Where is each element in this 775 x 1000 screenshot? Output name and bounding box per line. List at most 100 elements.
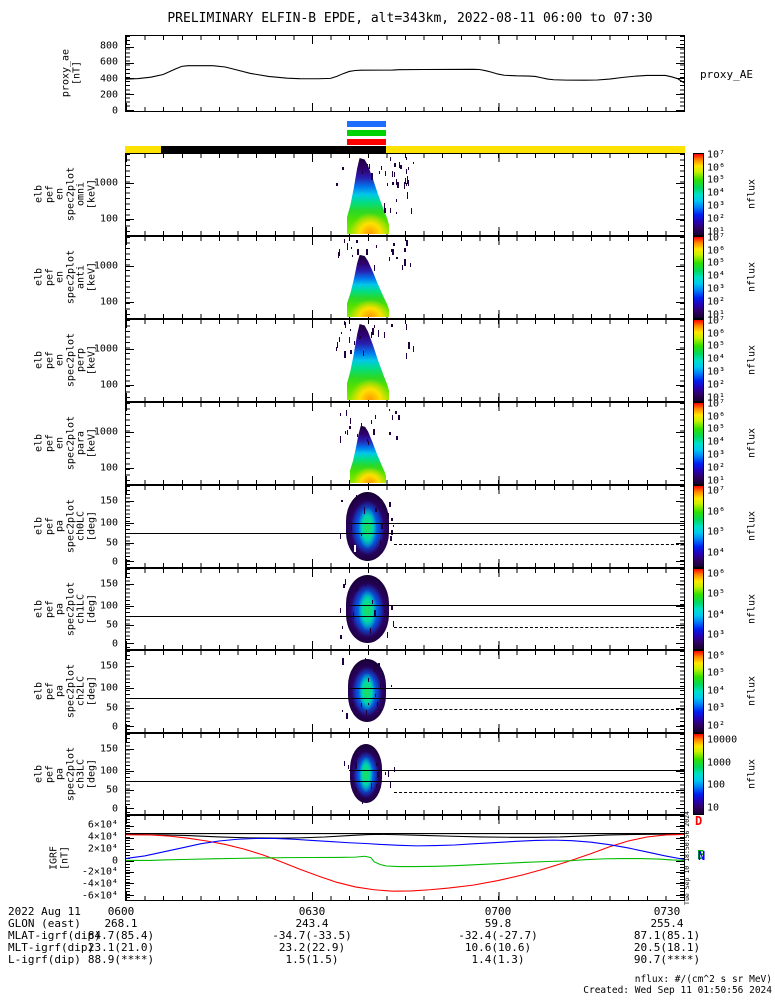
spec-panel-perp bbox=[125, 319, 685, 402]
major-tick bbox=[676, 78, 684, 80]
major-tick bbox=[126, 749, 134, 751]
x-major-ticks-bottom bbox=[126, 559, 684, 567]
colorbar-perp bbox=[693, 319, 704, 402]
y-minor-ticks-left bbox=[126, 320, 130, 401]
y-minor-ticks-left bbox=[126, 651, 130, 732]
tick-label: 10³ bbox=[707, 283, 726, 295]
tick-label: 10⁵ bbox=[707, 588, 726, 600]
loss-cone-line-upper bbox=[349, 522, 684, 524]
major-tick bbox=[676, 62, 684, 64]
tick-label: -4×10⁴ bbox=[81, 878, 118, 890]
row-label: GLON (east) bbox=[8, 917, 81, 930]
marker-bar-green bbox=[347, 130, 386, 136]
major-tick bbox=[126, 218, 134, 220]
major-tick bbox=[126, 542, 134, 544]
major-tick bbox=[126, 384, 134, 386]
tick-label: 10² bbox=[707, 213, 726, 225]
major-tick bbox=[676, 94, 684, 96]
creation-timestamp-vertical: Tue Sep 10 18:50:56 2024 bbox=[683, 811, 691, 905]
tick-label: 10⁴ bbox=[707, 270, 726, 282]
x-minor-ticks-bottom bbox=[126, 314, 684, 318]
spec-omni-ytick-labels: 1000 100 bbox=[0, 153, 121, 236]
x-major-ticks-bottom bbox=[126, 806, 684, 814]
major-tick bbox=[126, 625, 134, 626]
marker-bar-blue bbox=[347, 121, 386, 127]
colorbar-perp-labels: 10⁷ 10⁶ 10⁵ 10⁴ 10³ 10² 10¹ bbox=[707, 315, 749, 403]
tick-label: 50 bbox=[105, 619, 118, 631]
y-minor-ticks-left bbox=[126, 569, 130, 649]
y-minor-ticks-left bbox=[126, 154, 130, 235]
colorbar-anti-title: nflux bbox=[746, 261, 758, 293]
x-minor-ticks-bottom bbox=[126, 231, 684, 235]
tick-label: 10⁴ bbox=[707, 609, 726, 621]
tick-label: 0 bbox=[111, 855, 118, 867]
spec-panel-anti bbox=[125, 236, 685, 319]
colorbar-ch3LC bbox=[693, 733, 704, 815]
tick-label: -2×10⁴ bbox=[81, 866, 118, 878]
major-tick bbox=[126, 860, 134, 862]
x-major-ticks-top bbox=[126, 734, 684, 742]
y-minor-ticks-left bbox=[126, 403, 130, 484]
major-tick bbox=[676, 218, 684, 220]
tick-label: 50 bbox=[105, 537, 118, 549]
tick-label: 10⁶ bbox=[707, 650, 726, 662]
loss-cone-line-full bbox=[126, 615, 684, 617]
spec-ch3LC-ytick-labels: 150 100 50 0 bbox=[0, 733, 121, 815]
cell: 0600 bbox=[107, 905, 135, 918]
anti-loss-cone-dashed-line bbox=[393, 626, 684, 628]
x-major-ticks-bottom bbox=[126, 227, 684, 235]
tick-label: 10³ bbox=[707, 449, 726, 461]
major-tick bbox=[676, 808, 684, 810]
spec-para-ytick-labels: 1000 100 bbox=[0, 402, 121, 485]
tick-label: 100 bbox=[99, 379, 118, 391]
noise-speckles bbox=[338, 239, 414, 271]
major-tick bbox=[676, 501, 684, 503]
tick-label: 200 bbox=[99, 89, 118, 101]
major-tick bbox=[676, 349, 684, 351]
spec-para-ylabel: elb pef en spec2plot para [keV] bbox=[33, 415, 98, 471]
colorbar-ch2LC bbox=[693, 650, 704, 733]
tick-label: 0 bbox=[111, 556, 118, 568]
tick-label: 10⁵ bbox=[707, 423, 726, 435]
tick-label: 0 bbox=[111, 105, 118, 117]
cell: 23.1(21.0) bbox=[87, 941, 155, 954]
major-tick bbox=[126, 94, 134, 96]
major-tick bbox=[676, 467, 684, 469]
tick-label: 10⁷ bbox=[707, 398, 726, 410]
x-minor-ticks-top bbox=[126, 569, 684, 573]
major-tick bbox=[126, 78, 134, 80]
tick-label: 10¹ bbox=[707, 309, 726, 321]
colorbar-ch1LC-labels: 10⁶ 10⁵ 10⁴ 10³ bbox=[707, 568, 749, 650]
colorbar-ch1LC-title: nflux bbox=[746, 593, 758, 625]
tick-label: 50 bbox=[105, 784, 118, 796]
proxy-ae-ylabel: proxy_ae [nT] bbox=[60, 48, 83, 98]
major-tick bbox=[126, 837, 134, 839]
major-tick bbox=[126, 266, 134, 268]
tick-label: 10² bbox=[707, 296, 726, 308]
major-tick bbox=[676, 837, 684, 839]
y-minor-ticks-right bbox=[680, 403, 684, 484]
major-tick bbox=[676, 46, 684, 48]
cell: -32.4(-27.7) bbox=[458, 929, 538, 942]
spec-omni-ylabel: elb pef en spec2plot omni [keV] bbox=[33, 166, 98, 222]
tick-label: -6×10⁴ bbox=[81, 890, 118, 902]
igrf-legend-D: D bbox=[695, 814, 703, 828]
tick-label: 10¹ bbox=[707, 475, 726, 487]
tick-label: 10² bbox=[707, 462, 726, 474]
major-tick bbox=[676, 666, 684, 668]
major-tick bbox=[676, 625, 684, 626]
x-minor-ticks-top bbox=[126, 651, 684, 655]
spec-anti-ytick-labels: 1000 100 bbox=[0, 236, 121, 319]
page-title: PRELIMINARY ELFIN-B EPDE, alt=343km, 202… bbox=[167, 11, 653, 26]
major-tick bbox=[126, 688, 134, 690]
major-tick bbox=[126, 432, 134, 434]
cell: -34.7(-33.5) bbox=[272, 929, 352, 942]
x-major-ticks-top bbox=[126, 486, 684, 494]
tick-label: 10⁷ bbox=[707, 485, 726, 497]
tick-label: 150 bbox=[99, 495, 118, 507]
major-tick bbox=[126, 110, 134, 112]
colorbar-perp-title: nflux bbox=[746, 344, 758, 376]
major-tick bbox=[126, 770, 134, 772]
igrf-panel bbox=[125, 815, 685, 901]
tick-label: 1000 bbox=[707, 757, 732, 769]
